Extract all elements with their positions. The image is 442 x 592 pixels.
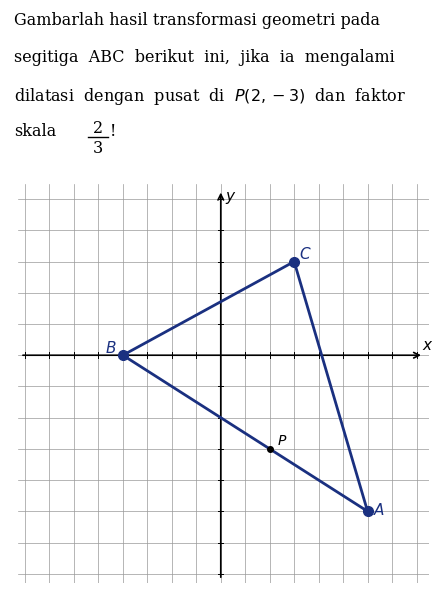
Text: $A$: $A$ bbox=[373, 502, 385, 518]
Text: $B$: $B$ bbox=[105, 340, 117, 356]
Text: $x$: $x$ bbox=[422, 339, 433, 353]
Text: dilatasi  dengan  pusat  di  $P(2,-3)$  dan  faktor: dilatasi dengan pusat di $P(2,-3)$ dan f… bbox=[14, 86, 406, 107]
Text: Gambarlah hasil transformasi geometri pada: Gambarlah hasil transformasi geometri pa… bbox=[14, 12, 380, 29]
Text: 2: 2 bbox=[93, 120, 103, 137]
Text: segitiga  ABC  berikut  ini,  jika  ia  mengalami: segitiga ABC berikut ini, jika ia mengal… bbox=[14, 49, 395, 66]
Text: $C$: $C$ bbox=[299, 246, 311, 262]
Text: $P$: $P$ bbox=[277, 434, 287, 448]
Text: !: ! bbox=[110, 123, 116, 140]
Text: 3: 3 bbox=[93, 140, 103, 157]
Text: $y$: $y$ bbox=[225, 191, 237, 207]
Text: skala: skala bbox=[14, 123, 56, 140]
